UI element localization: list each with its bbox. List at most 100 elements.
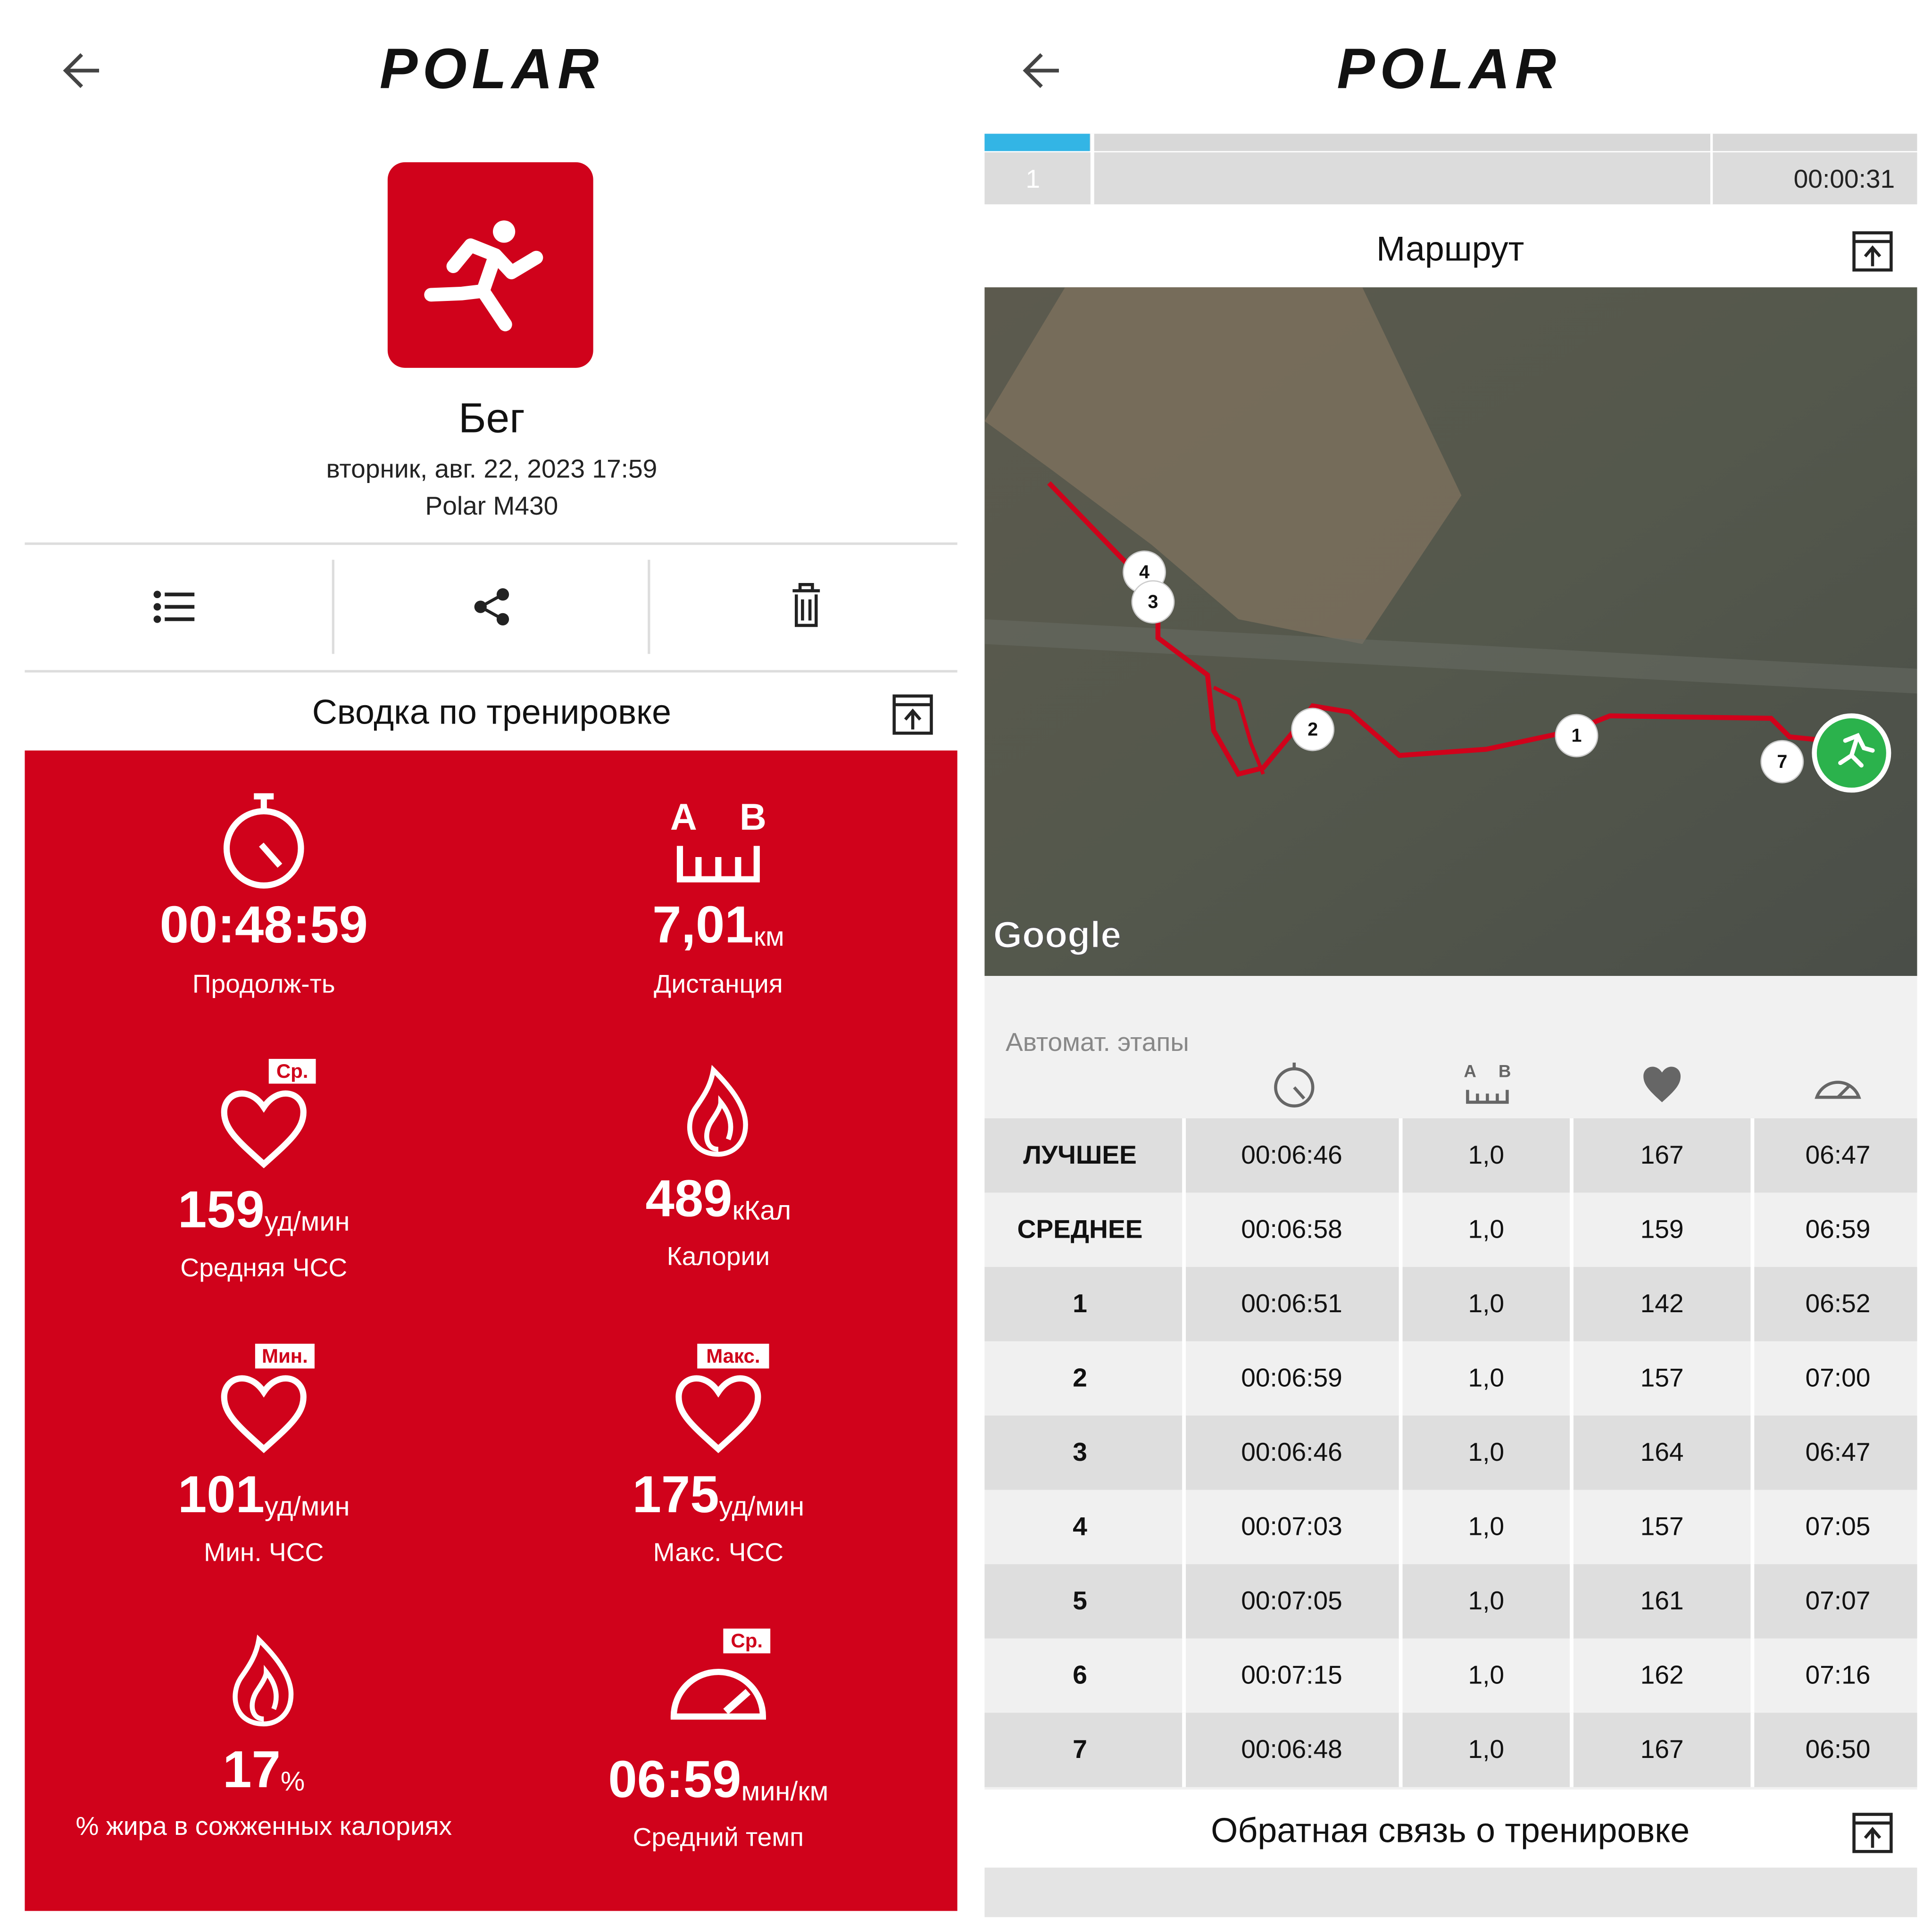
badge-label: Ср.: [731, 1630, 763, 1652]
table-cell: 07:05: [1805, 1512, 1870, 1541]
map-marker-label: 7: [1777, 751, 1787, 772]
table-cell: 1,0: [1468, 1140, 1504, 1169]
table-cell: 157: [1641, 1363, 1684, 1392]
table-cell: 06:52: [1805, 1289, 1870, 1318]
delete-button[interactable]: [792, 583, 820, 627]
metrics: 00:48:59 Продолж-ть A B 7,01км Дистанция Ср. 15…: [75, 793, 828, 1852]
heart-icon: [1643, 1066, 1681, 1102]
gauge-needle: [1837, 1083, 1852, 1099]
distance-mark: A: [1464, 1062, 1476, 1081]
lap-bar: [984, 133, 1090, 151]
back-button[interactable]: [1023, 53, 1059, 88]
table-cell: 00:06:46: [1241, 1140, 1342, 1169]
map-terrain: [984, 287, 1462, 644]
gauge-icon: [1815, 1081, 1861, 1099]
table-cell: 157: [1641, 1512, 1684, 1541]
table-cell: 1,0: [1468, 1586, 1504, 1615]
flame-icon: [233, 1634, 294, 1727]
map-marker-label: 3: [1148, 591, 1158, 612]
heart-icon: [675, 1375, 761, 1453]
row-label: ЛУЧШЕЕ: [1023, 1140, 1137, 1169]
date: вторник, авг. 22, 2023 17:59: [326, 454, 657, 483]
map-marker[interactable]: [1291, 708, 1335, 751]
metric-label: % жира в сожженных калориях: [75, 1811, 452, 1840]
table-cell: 06:47: [1805, 1437, 1870, 1466]
table-cell: 00:06:51: [1241, 1289, 1342, 1318]
lap-time: 00:00:31: [1794, 164, 1895, 193]
list-button[interactable]: [153, 591, 195, 623]
back-button[interactable]: [63, 53, 100, 88]
runner-icon: [424, 220, 543, 332]
badge: [697, 1343, 769, 1369]
table-row: [984, 1118, 1917, 1193]
row-label: 4: [1073, 1512, 1087, 1541]
distance-mark: B: [1499, 1062, 1511, 1081]
value: 7,01: [652, 896, 754, 954]
row-label: 7: [1073, 1734, 1087, 1764]
section-title: Сводка по тренировке: [312, 692, 671, 731]
unit: %: [281, 1766, 305, 1797]
table-cell: 00:06:48: [1241, 1734, 1342, 1764]
laps-title: Автомат. этапы: [1006, 1027, 1189, 1057]
table-row: [984, 1638, 1917, 1713]
device: Polar M430: [425, 491, 558, 520]
runner-icon: [1838, 733, 1875, 768]
map-marker[interactable]: [1131, 580, 1175, 624]
lap-row: [984, 133, 1917, 151]
table-cell: 159: [1641, 1214, 1684, 1243]
map-credit: Google: [993, 914, 1121, 955]
table-row: [984, 1192, 1917, 1267]
logo: POLAR: [380, 37, 604, 100]
share-button[interactable]: [474, 588, 509, 625]
table-cell: 06:59: [1805, 1214, 1870, 1243]
metric-value: 06:59мин/км: [608, 1750, 828, 1808]
table-cell: 1,0: [1468, 1289, 1504, 1318]
unit: уд/мин: [265, 1491, 350, 1522]
stopwatch-icon: [254, 793, 283, 868]
metric-value: 175уд/мин: [633, 1466, 805, 1524]
badge: [268, 1058, 316, 1084]
badge: [255, 1343, 315, 1369]
table-cell: 00:07:05: [1241, 1586, 1342, 1615]
metric-label: Мин. ЧСС: [204, 1538, 324, 1567]
badge-label: Мин.: [262, 1345, 308, 1367]
map-marker-label: 1: [1571, 725, 1582, 746]
table-cell: 167: [1641, 1734, 1684, 1764]
value: 175: [633, 1466, 719, 1524]
metric-label: Калории: [667, 1241, 770, 1271]
metric-label: Продолж-ть: [192, 969, 335, 999]
table-cell: 1,0: [1468, 1363, 1504, 1392]
map-marker-label: 4: [1139, 562, 1149, 583]
map-marker[interactable]: [1555, 714, 1599, 758]
value: 489: [646, 1170, 733, 1228]
table-cell: 06:47: [1805, 1140, 1870, 1169]
unit: км: [754, 922, 784, 952]
map-marker[interactable]: [1760, 740, 1804, 783]
unit: уд/мин: [719, 1491, 805, 1522]
distance-mark: A: [670, 796, 697, 838]
summary-panel: [25, 750, 958, 1911]
metric-value: 17%: [223, 1740, 305, 1799]
row-label: 2: [1073, 1363, 1087, 1392]
ruler-icon: [1466, 1090, 1509, 1104]
map-marker-label: 2: [1307, 719, 1318, 740]
table-cell: 167: [1641, 1140, 1684, 1169]
lap-row: [984, 152, 1917, 205]
table-cell: 07:00: [1805, 1363, 1870, 1392]
value: 159: [178, 1181, 265, 1239]
metric-value: 489кКал: [646, 1170, 791, 1228]
row-label: СРЕДНЕЕ: [1017, 1214, 1143, 1243]
badge: [723, 1628, 771, 1654]
row-label: 1: [1073, 1289, 1087, 1318]
table-cell: 07:07: [1805, 1586, 1870, 1615]
table-cell: 1,0: [1468, 1660, 1504, 1690]
value: 101: [178, 1466, 265, 1524]
table-cell: 161: [1641, 1586, 1684, 1615]
table-cell: 00:06:58: [1241, 1214, 1342, 1243]
gauge-needle: [723, 1689, 751, 1715]
metric-label: Средняя ЧСС: [180, 1253, 347, 1282]
table-cell: 06:50: [1805, 1734, 1870, 1764]
value: 00:48:59: [160, 896, 368, 954]
logo: POLAR: [1337, 37, 1561, 100]
